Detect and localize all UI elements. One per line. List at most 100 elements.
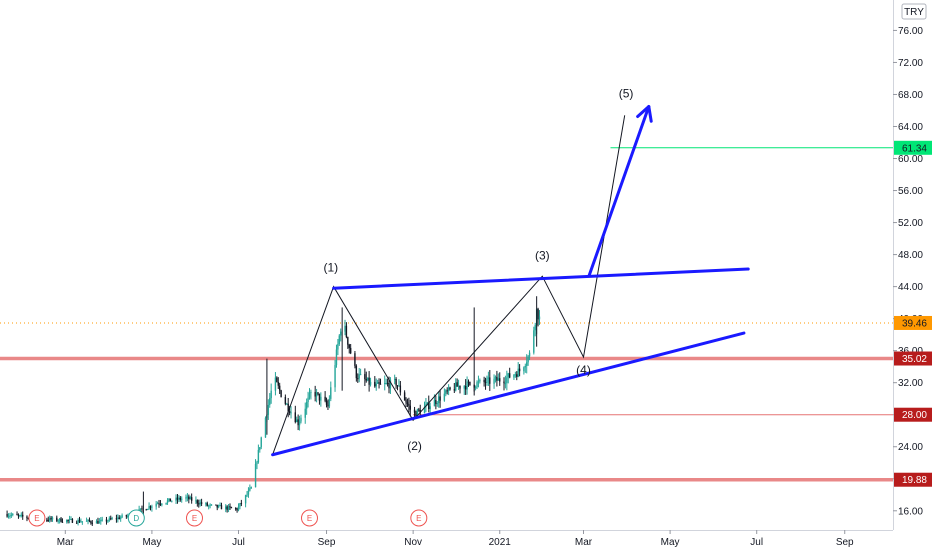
time-axis-background [0, 530, 932, 550]
candle-body [447, 387, 450, 391]
candle-body [257, 449, 260, 463]
candle-body [365, 379, 367, 381]
candle-body [256, 462, 258, 465]
elliott-wave-path [272, 115, 626, 455]
candle-body [413, 409, 416, 413]
candle-body [161, 503, 163, 505]
trendline-breakout-projection [587, 104, 651, 277]
price-tick-label: 60.00 [898, 154, 923, 165]
candle-body [111, 518, 113, 520]
candle-body [287, 403, 289, 412]
price-tag-28.00: 28.00 [902, 410, 927, 421]
candle-body [310, 392, 312, 394]
candle-body [284, 396, 287, 404]
candle-body [317, 392, 319, 394]
candle-body [330, 387, 332, 399]
candle-body [88, 519, 91, 522]
candle-body [457, 385, 460, 387]
horizontal-levels-layer [0, 147, 893, 482]
price-tick-label: 44.00 [898, 282, 923, 293]
wave-label: (2) [407, 439, 422, 453]
candle-body [249, 488, 251, 491]
candle-body [437, 396, 440, 404]
candle-body [516, 374, 518, 377]
candle-body [127, 515, 129, 517]
candle-body [369, 381, 372, 385]
price-tag-bg [894, 351, 932, 366]
candle-body [119, 517, 122, 519]
candle-body [527, 356, 529, 363]
candle-body [110, 518, 112, 520]
candle-body [467, 381, 470, 383]
candle-body [159, 503, 162, 505]
candle-body [139, 508, 142, 510]
candle-body [200, 502, 203, 504]
candle-body [364, 374, 366, 380]
candle-body [439, 396, 441, 401]
candle-body [385, 382, 387, 384]
candle-body [178, 497, 180, 500]
candle-body [105, 519, 108, 522]
candle-body [327, 404, 329, 407]
price-tick-label: 72.00 [898, 58, 923, 69]
candle-body [443, 393, 446, 401]
candle-body [250, 487, 252, 489]
price-tick-label: 52.00 [898, 218, 923, 229]
candle-body [338, 335, 341, 345]
candle-body [494, 376, 497, 379]
candle-body [506, 377, 508, 384]
candle-body [19, 515, 21, 517]
candle-body [524, 365, 526, 368]
candle-body [514, 374, 517, 376]
currency-box[interactable]: TRY [901, 3, 927, 20]
candle-body [246, 494, 248, 496]
candle-body [489, 377, 491, 384]
candle-body [26, 516, 28, 519]
candle-body [229, 506, 231, 508]
candle-body [215, 504, 217, 506]
candle-body [449, 387, 451, 390]
candle-body [344, 325, 346, 332]
price-tick-label: 64.00 [898, 122, 923, 133]
candle-body [118, 517, 120, 519]
candle-body [61, 521, 64, 523]
candle-body [117, 517, 119, 520]
candle-body [477, 381, 480, 383]
candle-body [384, 382, 386, 384]
candle-body [376, 382, 379, 384]
candle-body [176, 497, 179, 500]
currency-label: TRY [904, 7, 924, 18]
time-tick-label: Sep [318, 537, 336, 548]
candle-body [107, 520, 109, 522]
candle-body [81, 521, 84, 523]
price-tags: 35.02 19.88 28.00 61.34 39.46 [894, 140, 932, 487]
candle-body [308, 393, 311, 398]
candle-body [239, 503, 241, 507]
candle-body [396, 385, 399, 387]
candle-body [270, 390, 272, 399]
time-tick-label: 2021 [489, 537, 512, 548]
event-marker-icon [300, 509, 318, 527]
time-tick-label: Jul [232, 537, 245, 548]
candle-body [189, 497, 191, 500]
candle-body [278, 385, 281, 391]
candle-body [325, 400, 328, 405]
candle-body [175, 497, 177, 501]
candle-body [345, 325, 348, 338]
candle-body [97, 520, 99, 524]
candle-body [349, 347, 352, 354]
candle-body [433, 399, 436, 407]
candle-body [22, 514, 24, 517]
price-axis-background [894, 0, 932, 530]
candle-body [368, 377, 370, 385]
candle-body [406, 402, 409, 405]
price-tick-label: 56.00 [898, 186, 923, 197]
candle-body [98, 521, 101, 524]
candle-body [146, 509, 149, 511]
price-tick-label: 68.00 [898, 90, 923, 101]
time-tick-label: May [142, 537, 161, 548]
event-marker-letter: E [192, 514, 197, 523]
candle-body [523, 367, 525, 372]
